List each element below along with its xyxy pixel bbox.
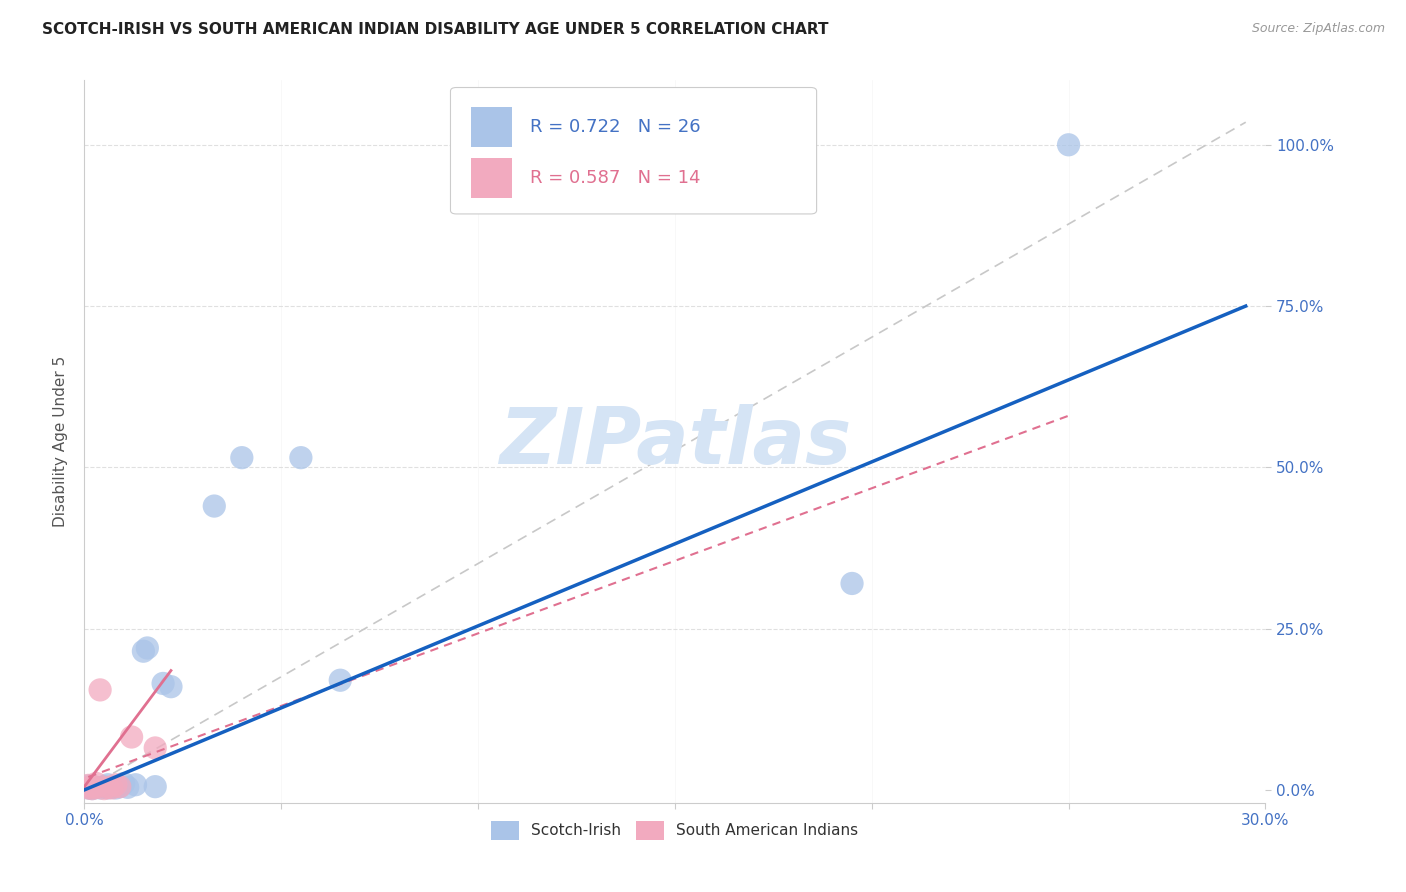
Text: R = 0.722   N = 26: R = 0.722 N = 26 <box>530 119 700 136</box>
FancyBboxPatch shape <box>450 87 817 214</box>
Point <box>104 780 127 795</box>
Point <box>82 781 104 796</box>
Bar <box>471 158 512 198</box>
Point <box>77 779 100 793</box>
Point <box>89 780 111 795</box>
Bar <box>471 107 512 147</box>
Text: SCOTCH-IRISH VS SOUTH AMERICAN INDIAN DISABILITY AGE UNDER 5 CORRELATION CHART: SCOTCH-IRISH VS SOUTH AMERICAN INDIAN DI… <box>42 22 828 37</box>
Point <box>108 780 131 794</box>
Point <box>112 776 135 790</box>
Point <box>104 778 127 792</box>
Point <box>841 576 863 591</box>
Point <box>84 780 107 795</box>
Point <box>82 780 104 794</box>
Point <box>84 780 107 795</box>
Y-axis label: Disability Age Under 5: Disability Age Under 5 <box>52 356 67 527</box>
Point <box>97 780 120 795</box>
Point <box>82 781 104 796</box>
Point <box>143 741 166 756</box>
Text: ZIPatlas: ZIPatlas <box>499 403 851 480</box>
Point <box>101 780 124 795</box>
Point <box>101 780 124 795</box>
Text: R = 0.587   N = 14: R = 0.587 N = 14 <box>530 169 700 186</box>
Point <box>152 676 174 690</box>
Point <box>290 450 312 465</box>
Point <box>82 780 104 794</box>
Point <box>1057 137 1080 152</box>
Point <box>97 780 120 795</box>
Point <box>84 776 107 790</box>
Point <box>93 781 115 796</box>
Point <box>93 780 115 794</box>
Point <box>202 499 225 513</box>
Point <box>117 780 139 795</box>
Legend: Scotch-Irish, South American Indians: Scotch-Irish, South American Indians <box>485 815 865 846</box>
Point <box>77 780 100 795</box>
Point <box>121 730 143 744</box>
Point <box>136 640 159 655</box>
Point <box>89 682 111 697</box>
Point <box>77 778 100 792</box>
Point <box>132 644 155 658</box>
Point <box>124 778 146 792</box>
Point <box>143 780 166 794</box>
Point <box>329 673 352 688</box>
Point <box>108 780 131 794</box>
Text: Source: ZipAtlas.com: Source: ZipAtlas.com <box>1251 22 1385 36</box>
Point <box>77 780 100 795</box>
Point <box>160 680 183 694</box>
Point <box>97 778 120 792</box>
Point <box>231 450 253 465</box>
